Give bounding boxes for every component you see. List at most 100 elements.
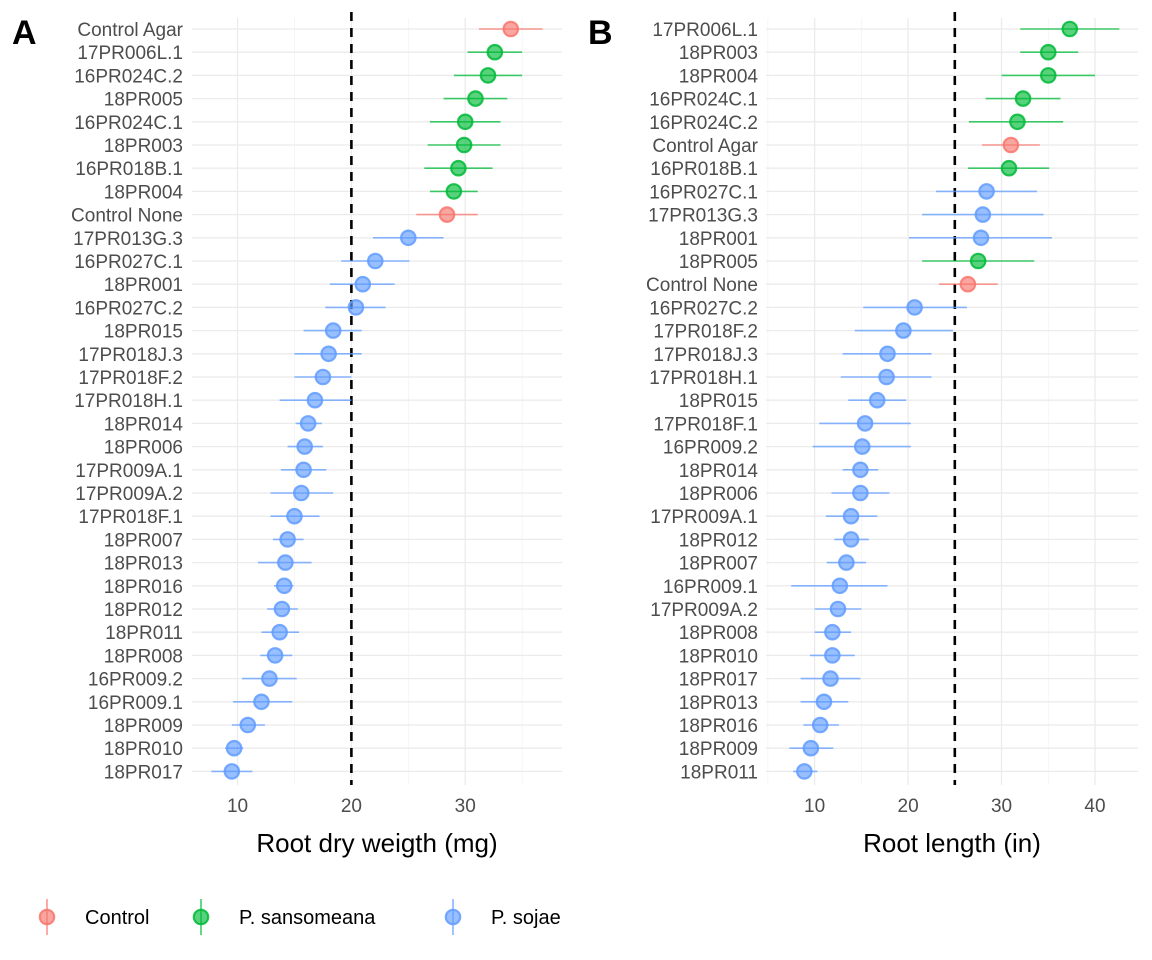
y-tick-label: 17PR018J.3 — [78, 345, 183, 366]
y-tick-label: 18PR005 — [104, 90, 183, 111]
y-tick-label: 18PR006 — [679, 484, 758, 505]
y-tick-label: 17PR013G.3 — [648, 206, 758, 227]
data-point — [324, 322, 342, 339]
y-tick-label: 18PR005 — [679, 252, 758, 273]
x-tick-label: 30 — [991, 796, 1012, 817]
data-point — [292, 484, 310, 502]
data-point — [253, 693, 270, 711]
y-tick-label: 16PR024C.2 — [649, 113, 758, 134]
data-point — [223, 763, 241, 780]
data-point — [842, 507, 860, 525]
y-tick-label: 18PR012 — [679, 530, 758, 551]
data-point — [366, 252, 384, 270]
y-tick-label: 17PR009A.1 — [75, 461, 183, 482]
legend-item: Control — [38, 899, 149, 935]
x-tick-label: 10 — [804, 796, 825, 817]
data-point — [266, 647, 284, 664]
data-point — [400, 229, 417, 247]
data-point — [969, 252, 987, 270]
data-point — [239, 716, 257, 734]
y-tick-label: 18PR017 — [679, 670, 758, 691]
y-tick-label: 18PR016 — [679, 716, 758, 737]
legend-key-point — [192, 908, 210, 926]
y-tick-label: 17PR013G.3 — [73, 229, 183, 250]
data-point — [299, 415, 317, 432]
data-point — [273, 600, 291, 618]
y-tick-label: 18PR003 — [104, 136, 183, 157]
data-point — [271, 623, 288, 641]
data-point — [842, 531, 860, 548]
panel-a: Control Agar17PR006L.116PR024C.218PR0051… — [12, 12, 562, 858]
data-point — [486, 43, 504, 61]
y-tick-label: 18PR001 — [104, 275, 183, 296]
y-tick-label: 18PR015 — [104, 322, 183, 343]
data-point — [824, 647, 841, 664]
data-point — [445, 183, 463, 200]
y-tick-label: 18PR001 — [679, 229, 758, 250]
data-point — [824, 623, 841, 641]
y-tick-label: 17PR009A.2 — [650, 600, 758, 621]
x-tick-label: 40 — [1084, 796, 1105, 817]
data-point — [1039, 43, 1057, 61]
legend-item: P. sansomeana — [192, 899, 376, 935]
y-tick-label: 16PR009.1 — [88, 693, 183, 714]
y-tick-label: 16PR027C.2 — [649, 298, 758, 319]
data-point — [467, 90, 484, 107]
y-tick-label: 16PR024C.2 — [74, 66, 183, 87]
data-point — [225, 739, 243, 757]
y-tick-label: 18PR014 — [679, 461, 759, 482]
data-point — [868, 391, 886, 409]
y-tick-label: 18PR007 — [104, 530, 183, 551]
data-point — [974, 206, 992, 223]
y-tick-label: 17PR018F.2 — [78, 368, 183, 389]
y-tick-label: 17PR009A.2 — [75, 484, 183, 505]
panel-b: 17PR006L.118PR00318PR00416PR024C.116PR02… — [588, 12, 1138, 858]
data-point — [314, 368, 332, 386]
y-tick-label: 17PR018H.1 — [74, 391, 183, 412]
x-tick-label: 20 — [898, 796, 919, 817]
data-point — [296, 438, 314, 455]
data-point — [450, 159, 467, 177]
data-point — [972, 229, 990, 247]
y-tick-label: 18PR013 — [104, 554, 183, 575]
data-point — [878, 368, 895, 386]
data-point — [1000, 159, 1018, 177]
data-point — [1009, 113, 1026, 131]
legend-label: Control — [85, 907, 149, 929]
y-tick-label: 18PR013 — [679, 693, 758, 714]
data-point — [895, 322, 912, 339]
y-tick-label: 18PR016 — [104, 577, 183, 598]
y-tick-label: 18PR012 — [104, 600, 183, 621]
data-point — [1061, 20, 1079, 38]
y-tick-label: 18PR014 — [104, 414, 184, 435]
y-tick-label: 16PR009.1 — [663, 577, 758, 598]
data-point — [906, 299, 923, 316]
y-tick-label: 16PR027C.1 — [74, 252, 183, 273]
data-point — [438, 206, 456, 223]
data-point — [815, 693, 833, 711]
data-point — [852, 484, 869, 502]
legend: Control P. sansomeana P. sojae — [38, 899, 561, 935]
x-tick-label: 30 — [455, 796, 476, 817]
y-tick-label: 16PR009.2 — [88, 670, 183, 691]
y-tick-label: 16PR024C.1 — [74, 113, 183, 134]
data-point — [856, 415, 874, 432]
y-tick-label: Control None — [646, 275, 758, 296]
y-tick-label: 18PR009 — [104, 716, 183, 737]
y-tick-label: 18PR003 — [679, 43, 758, 64]
y-tick-label: 17PR018F.2 — [653, 322, 758, 343]
data-point — [479, 67, 497, 84]
legend-label: P. sojae — [491, 907, 561, 929]
y-tick-label: 18PR015 — [679, 391, 758, 412]
legend-label: P. sansomeana — [239, 907, 376, 929]
data-point — [838, 554, 855, 571]
y-tick-label: 18PR008 — [104, 646, 183, 667]
y-tick-label: Control None — [71, 206, 183, 227]
data-point — [354, 275, 372, 293]
y-tick-label: 18PR008 — [679, 623, 758, 644]
data-point — [347, 299, 365, 316]
data-point — [456, 113, 474, 131]
data-point — [822, 670, 839, 687]
legend-item: P. sojae — [444, 899, 561, 935]
